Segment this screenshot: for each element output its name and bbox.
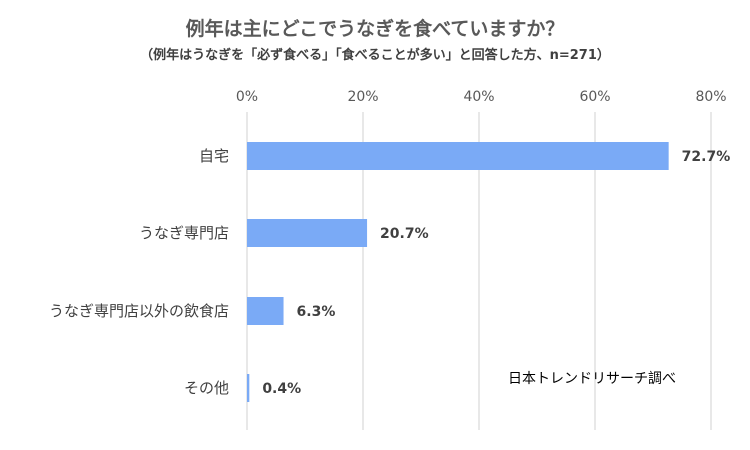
x-axis-ticks: 0% 20% 40% 60% 80% [236, 89, 727, 105]
x-tick-label: 60% [579, 89, 610, 105]
data-label: 72.7% [682, 149, 731, 165]
bar [247, 374, 250, 402]
chart-title: 例年は主にどこでうなぎを食べていますか？ [185, 18, 565, 40]
bar [247, 219, 368, 247]
x-tick-label: 40% [463, 89, 494, 105]
bar [247, 142, 669, 170]
x-tick-label: 80% [695, 89, 726, 105]
x-tick-label: 20% [347, 89, 378, 105]
bar [247, 297, 284, 325]
bars [247, 142, 669, 402]
data-label: 20.7% [380, 226, 429, 242]
category-label: 自宅 [199, 147, 229, 165]
category-label: うなぎ専門店 [139, 224, 229, 242]
category-label: うなぎ専門店以外の飲食店 [49, 302, 229, 320]
chart-subtitle: （例年はうなぎを「必ず食べる」「食べることが多い」と回答した方、n=271） [140, 48, 610, 63]
category-label: その他 [184, 379, 229, 397]
data-label: 6.3% [297, 304, 336, 320]
data-label: 0.4% [262, 381, 301, 397]
source-note: 日本トレンドリサーチ調べ [508, 371, 676, 387]
data-labels: 72.7% 20.7% 6.3% 0.4% [262, 149, 730, 397]
x-tick-label: 0% [236, 89, 258, 105]
